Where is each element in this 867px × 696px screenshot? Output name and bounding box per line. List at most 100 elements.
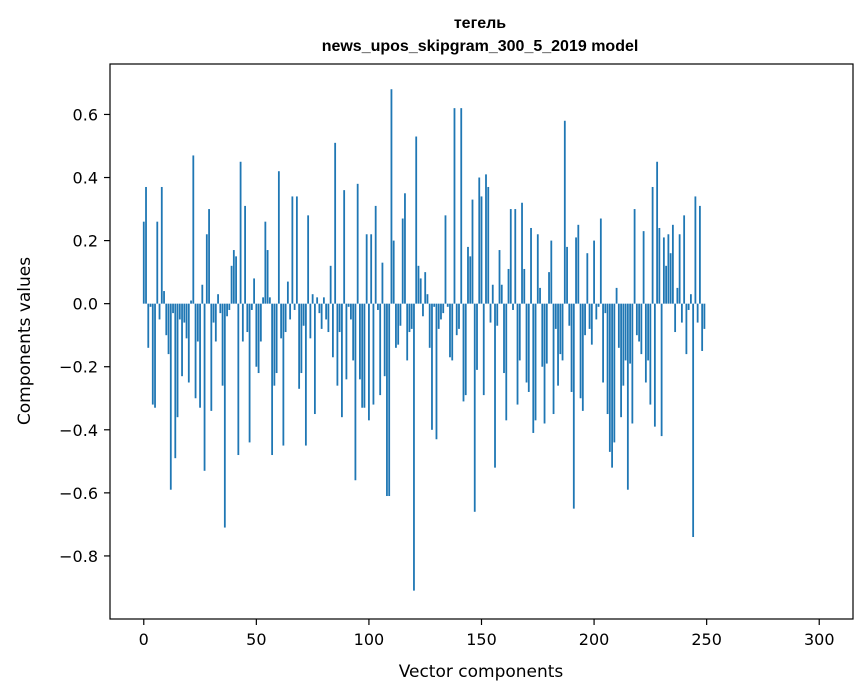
bar <box>453 108 456 304</box>
bar <box>302 303 305 326</box>
bar <box>255 303 258 367</box>
bar <box>311 294 314 304</box>
bar <box>689 294 692 304</box>
bar <box>482 303 485 396</box>
y-axis-ticks: −0.8 −0.6 −0.4 −0.2 0.0 0.2 0.4 0.6 <box>59 105 110 566</box>
bar <box>455 303 458 336</box>
bar <box>199 303 201 408</box>
bar <box>246 303 249 333</box>
bar <box>404 193 406 304</box>
bar <box>253 278 255 304</box>
bar <box>699 205 701 304</box>
x-tick-label: 100 <box>354 630 385 649</box>
bar <box>196 303 199 342</box>
bar <box>295 196 298 304</box>
x-axis-ticks: 0 50 100 150 200 250 300 <box>139 619 835 649</box>
bar <box>293 303 296 310</box>
bar <box>169 303 172 490</box>
bar <box>469 256 472 304</box>
plot-frame <box>109 63 854 620</box>
bar <box>172 303 174 314</box>
bar <box>185 303 188 339</box>
bar <box>503 303 505 374</box>
bar <box>248 303 251 443</box>
bar <box>174 303 177 459</box>
bar <box>649 303 652 405</box>
bar <box>291 196 294 304</box>
bar <box>320 303 323 329</box>
bar <box>264 221 267 304</box>
bar <box>518 303 521 361</box>
bar <box>530 227 532 304</box>
bar <box>194 303 197 399</box>
chart-title: тегель <box>454 15 506 32</box>
bar <box>647 303 650 361</box>
bar <box>235 256 237 304</box>
y-tick-label: −0.6 <box>59 484 98 503</box>
bar <box>377 303 379 310</box>
bar <box>462 303 465 402</box>
bar <box>496 303 499 326</box>
y-tick-label: 0.2 <box>73 232 98 251</box>
bar <box>372 303 375 405</box>
bar <box>635 303 638 336</box>
bar <box>343 190 346 304</box>
x-tick-label: 50 <box>246 630 266 649</box>
bar <box>147 303 150 348</box>
bar <box>581 303 584 411</box>
bar <box>617 303 620 348</box>
bar <box>273 303 276 386</box>
bar <box>606 303 609 415</box>
bar <box>622 303 625 386</box>
bar <box>352 303 355 361</box>
bar <box>268 297 271 304</box>
bar <box>595 303 598 320</box>
bar <box>658 227 661 304</box>
bar <box>451 303 454 361</box>
bar <box>539 287 541 304</box>
bar <box>219 303 222 314</box>
bar <box>593 240 595 304</box>
bar <box>478 177 481 304</box>
bar <box>460 108 463 304</box>
bar <box>599 218 602 304</box>
y-tick-label: 0.0 <box>73 295 98 314</box>
bar <box>190 300 192 304</box>
bar <box>527 303 530 392</box>
bar <box>244 205 246 304</box>
bar <box>597 303 600 307</box>
bar <box>327 303 330 333</box>
bar <box>223 303 226 528</box>
bar <box>437 303 440 329</box>
bar <box>322 297 325 304</box>
bar <box>176 303 179 418</box>
bar <box>230 265 233 304</box>
bar <box>615 287 618 304</box>
bar <box>379 303 382 396</box>
bar <box>523 268 526 304</box>
bar <box>239 161 242 304</box>
bar <box>178 303 181 320</box>
bar <box>329 265 332 304</box>
bar <box>631 303 634 424</box>
bar <box>534 303 537 421</box>
bar <box>158 303 161 320</box>
bar <box>341 303 343 418</box>
bar <box>669 253 672 304</box>
bar <box>584 303 586 336</box>
bar <box>422 303 424 317</box>
bar <box>275 303 278 374</box>
x-tick-label: 0 <box>139 630 149 649</box>
bar <box>354 303 357 481</box>
bar <box>154 303 156 408</box>
bar <box>262 297 264 304</box>
bar <box>602 303 604 383</box>
bar <box>167 303 170 355</box>
bar <box>559 303 562 355</box>
bar <box>577 224 580 304</box>
bar <box>304 303 307 446</box>
bar <box>485 174 487 304</box>
bar <box>626 303 629 490</box>
bar <box>417 265 420 304</box>
bar <box>545 303 548 364</box>
